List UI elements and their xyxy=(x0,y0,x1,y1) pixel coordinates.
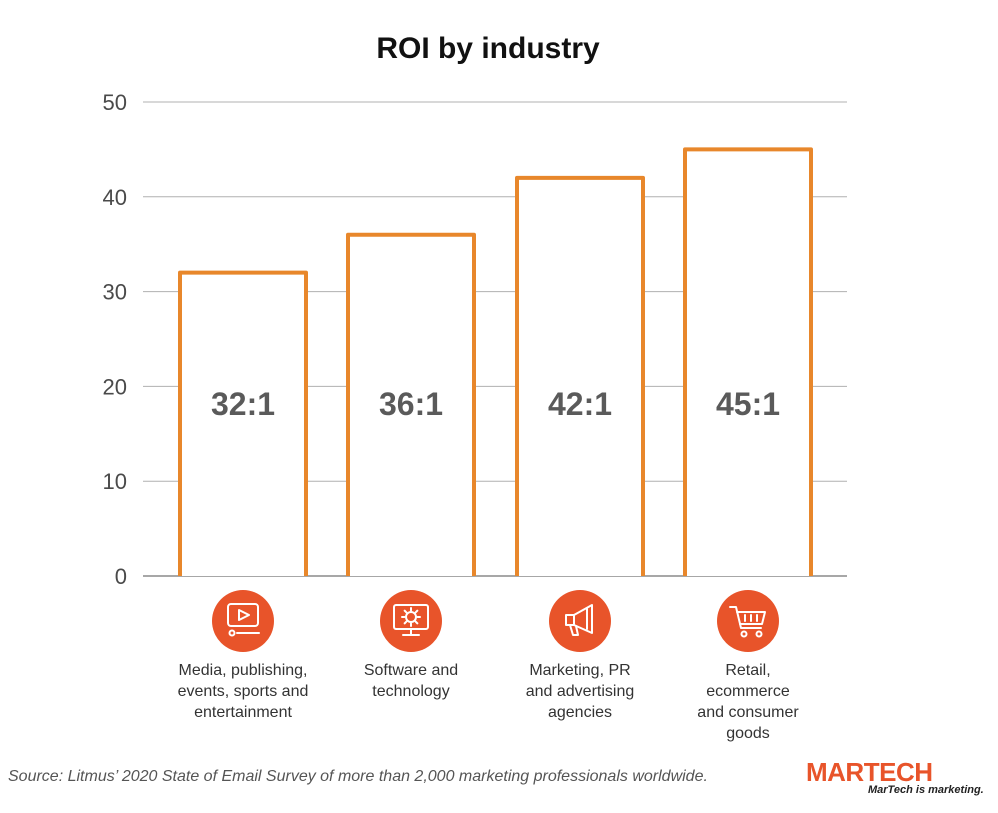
category-label-line: Marketing, PR xyxy=(529,662,631,679)
bar xyxy=(178,270,308,576)
y-tick-label: 10 xyxy=(103,469,127,494)
bar-value-label: 42:1 xyxy=(548,386,612,422)
category-label-line: ecommerce xyxy=(706,683,790,700)
category-label: Media, publishing, events, sports and ente… xyxy=(158,660,328,723)
monitor-gear-icon xyxy=(380,590,442,652)
category-label-line: technology xyxy=(372,683,450,700)
logo-wordmark-tech: TECH xyxy=(863,757,933,787)
category-label-line: Software and xyxy=(363,662,459,679)
bar xyxy=(346,232,476,576)
video-player-icon xyxy=(212,590,274,652)
y-tick-label: 20 xyxy=(103,374,127,399)
bar-value-label: 32:1 xyxy=(211,386,275,422)
category-label-line: agencies xyxy=(547,704,613,721)
bar-value-label: 45:1 xyxy=(716,386,780,422)
y-tick-label: 50 xyxy=(103,90,127,115)
category-label: Software and technology xyxy=(326,660,496,702)
logo-wordmark-mar: MAR xyxy=(806,757,864,787)
martech-logo: MARTECH MarTech is marketing. xyxy=(806,758,991,796)
y-tick-label: 30 xyxy=(103,280,127,305)
category-icons xyxy=(212,590,779,652)
category-label: Marketing, PR and advertising agencies xyxy=(495,660,665,723)
bar xyxy=(683,147,813,576)
y-axis-ticks: 0 10 20 30 40 50 xyxy=(103,90,127,589)
source-note: Source: Litmus’ 2020 State of Email Surv… xyxy=(8,768,708,785)
category-label-line: and consumer xyxy=(697,704,799,721)
category-label-line: events, sports and xyxy=(177,683,309,700)
bar-value-label: 36:1 xyxy=(379,386,443,422)
y-tick-label: 0 xyxy=(115,564,127,589)
bars: 32:1 36:1 42:1 45:1 xyxy=(178,147,813,576)
category-label: Retail, ecommerce and consumer goods xyxy=(663,660,833,744)
category-label-line: entertainment xyxy=(194,704,292,721)
logo-tagline: MarTech is marketing. xyxy=(868,784,984,796)
category-label-line: and advertising xyxy=(525,683,635,700)
bar xyxy=(515,175,645,576)
category-label-line: goods xyxy=(726,725,770,742)
chart-title: ROI by industry xyxy=(376,32,600,65)
y-tick-label: 40 xyxy=(103,185,127,210)
category-label-line: Retail, xyxy=(725,662,771,679)
shopping-cart-icon xyxy=(717,590,779,652)
megaphone-icon xyxy=(549,590,611,652)
category-label-line: Media, publishing, xyxy=(178,662,308,679)
